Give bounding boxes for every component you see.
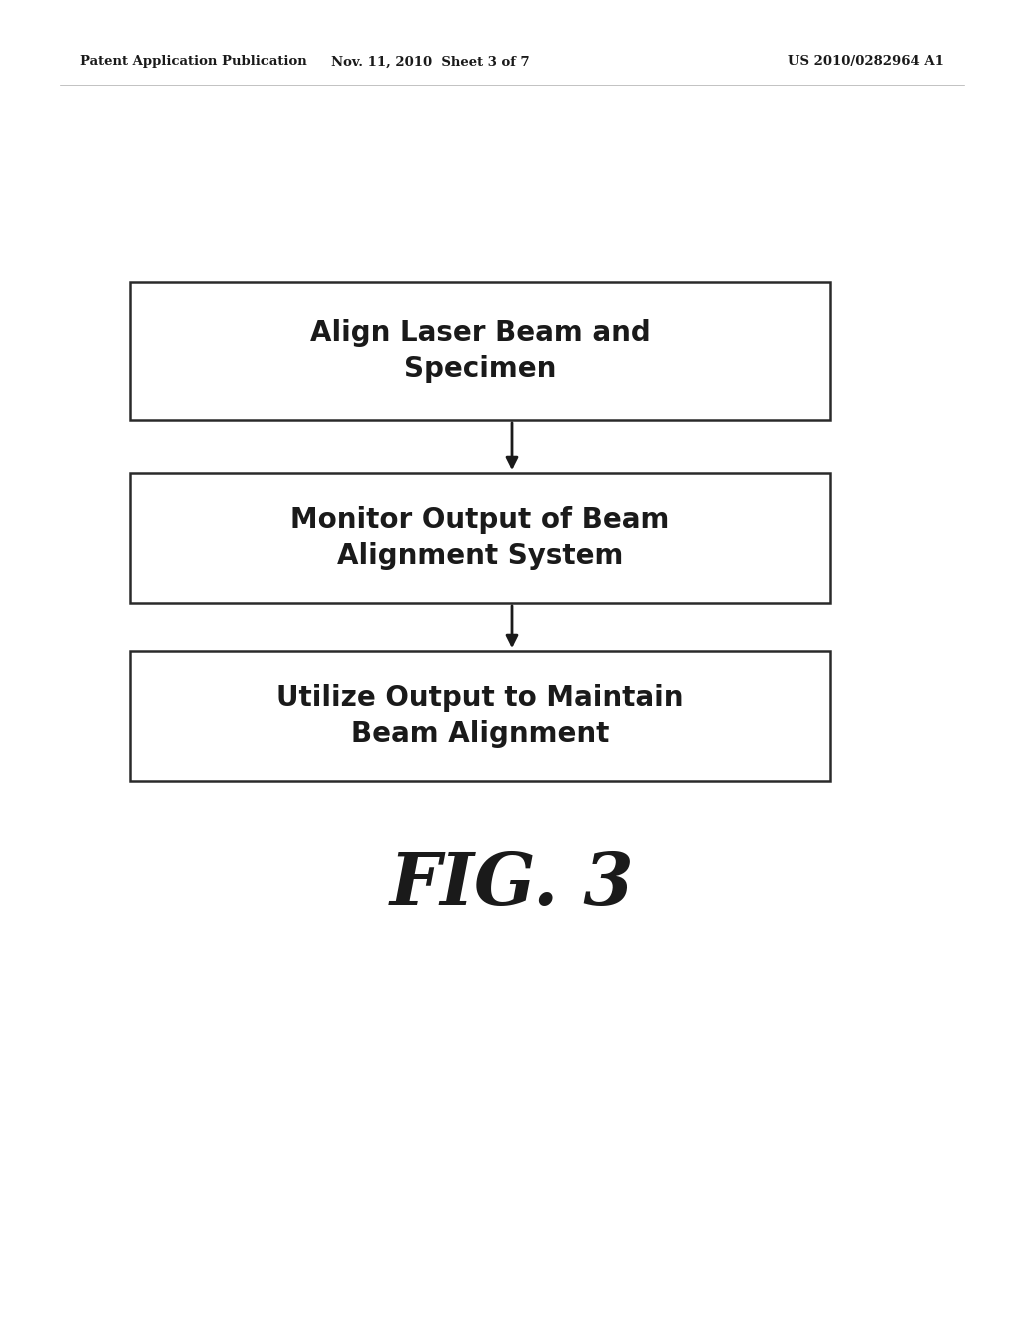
- Bar: [130, 651, 830, 781]
- Text: Nov. 11, 2010  Sheet 3 of 7: Nov. 11, 2010 Sheet 3 of 7: [331, 55, 529, 69]
- Bar: [130, 473, 830, 603]
- Text: Monitor Output of Beam
Alignment System: Monitor Output of Beam Alignment System: [291, 506, 670, 570]
- Text: FIG. 3: FIG. 3: [390, 850, 634, 920]
- Text: Align Laser Beam and
Specimen: Align Laser Beam and Specimen: [309, 318, 650, 383]
- Text: Patent Application Publication: Patent Application Publication: [80, 55, 307, 69]
- Text: Utilize Output to Maintain
Beam Alignment: Utilize Output to Maintain Beam Alignmen…: [276, 684, 684, 748]
- Text: US 2010/0282964 A1: US 2010/0282964 A1: [788, 55, 944, 69]
- Bar: [130, 282, 830, 420]
